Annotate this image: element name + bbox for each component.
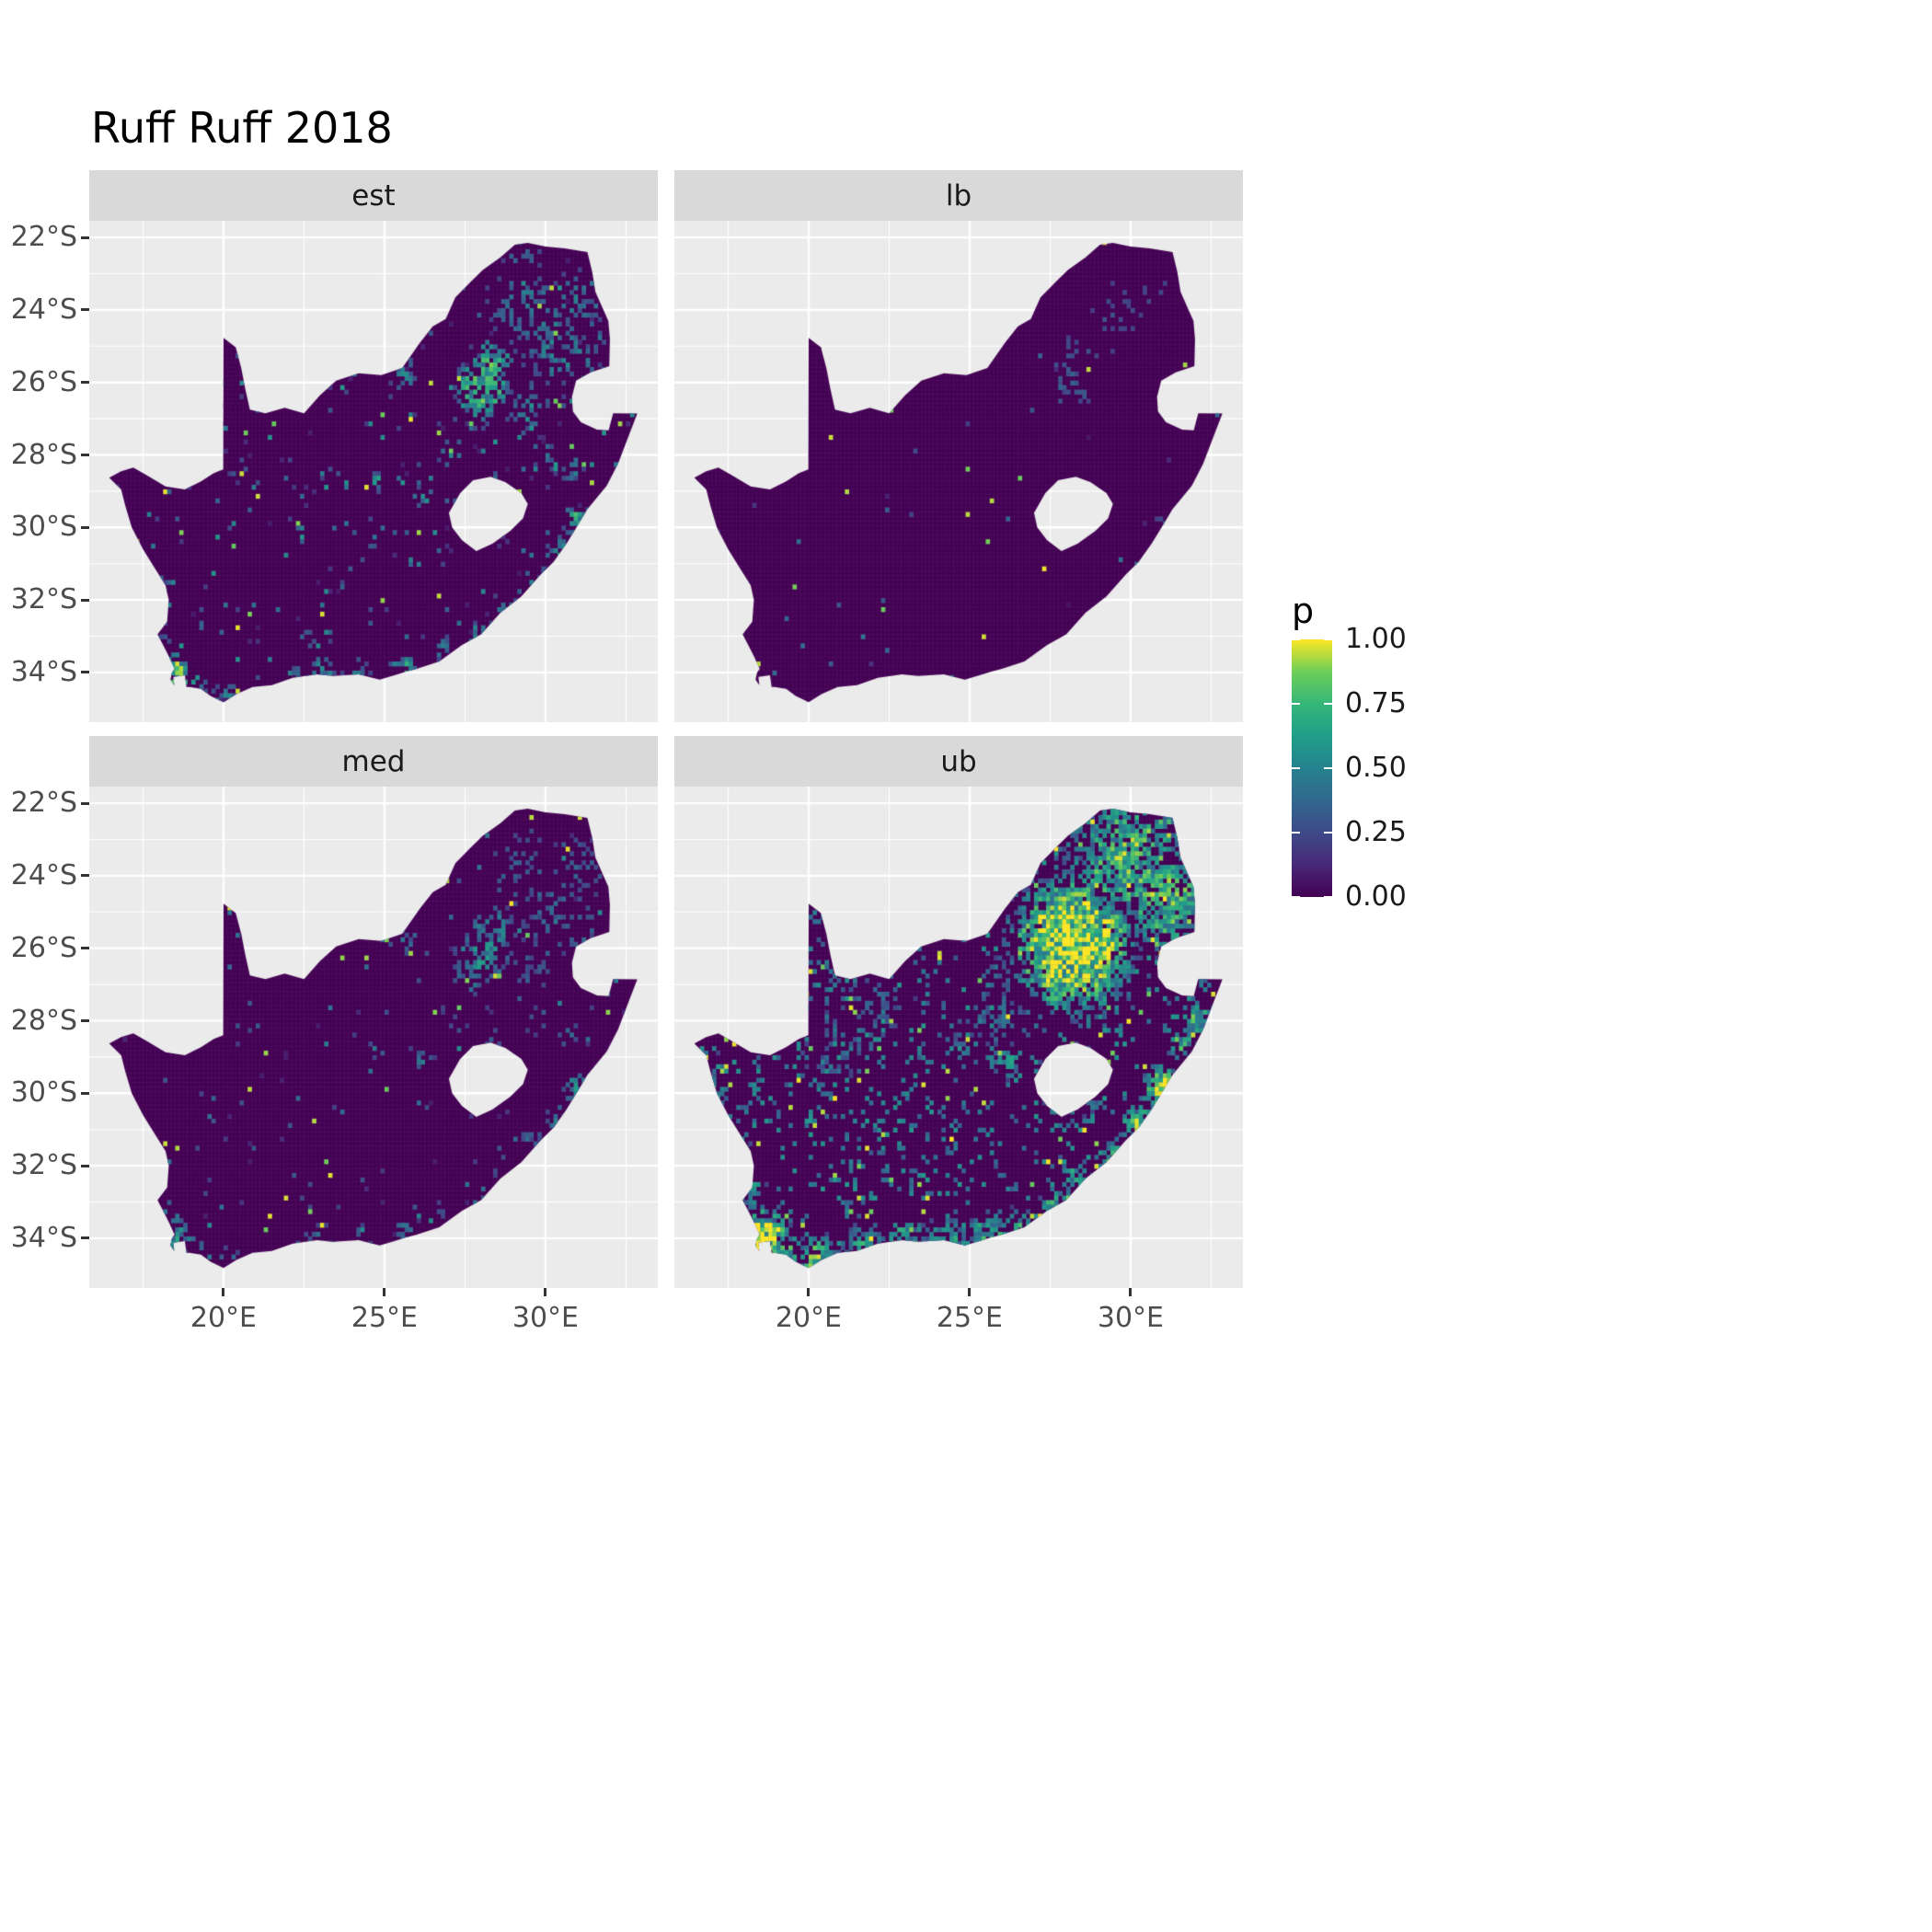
facet-strip-label: lb [945,178,972,213]
x-axis-tick-mark [222,1288,225,1296]
y-axis-tick-label: 32°S [10,583,77,616]
y-axis-tick-label: 30°S [10,1076,77,1110]
y-axis-tick-label: 34°S [10,1221,77,1254]
legend-tick-mark [1324,638,1332,640]
y-axis-tick-mark [81,308,89,312]
legend-tick-mark [1324,703,1332,705]
legend-tick-mark [1324,767,1332,769]
y-axis-tick-label: 28°S [10,1004,77,1037]
map-panel-ub [674,787,1243,1288]
legend-tick-mark [1292,896,1300,898]
y-axis-tick-label: 30°S [10,511,77,544]
y-axis-tick-label: 26°S [10,931,77,964]
legend-tick-label: 1.00 [1345,623,1407,655]
x-axis-tick-mark [544,1288,547,1296]
legend-tick-label: 0.25 [1345,816,1407,848]
facet-strip-med: med [89,736,658,787]
y-axis-tick-mark [81,1236,89,1240]
y-axis-tick-label: 22°S [10,787,77,820]
legend-tick-mark [1292,832,1300,834]
x-axis-tick-label: 25°E [936,1302,1003,1334]
x-axis-tick-label: 25°E [351,1302,418,1334]
y-axis-tick-label: 26°S [10,365,77,398]
y-axis-tick-label: 24°S [10,293,77,326]
facet-strip-label: med [341,744,406,778]
facet-strip-ub: ub [674,736,1243,787]
legend-tick-label: 0.00 [1345,880,1407,913]
legend-tick-label: 0.50 [1345,752,1407,784]
y-axis-tick-mark [81,1164,89,1167]
legend-tick-mark [1324,832,1332,834]
x-axis-tick-label: 20°E [190,1302,257,1334]
x-axis-tick-mark [968,1288,972,1296]
x-axis-tick-label: 30°E [1097,1302,1164,1334]
map-panel-lb [674,221,1243,722]
map-panel-med [89,787,658,1288]
y-axis-tick-label: 28°S [10,438,77,471]
y-axis-tick-mark [81,525,89,529]
x-axis-tick-label: 30°E [512,1302,579,1334]
y-axis-tick-mark [81,947,89,950]
y-axis-tick-mark [81,1019,89,1023]
y-axis-tick-label: 32°S [10,1149,77,1182]
legend-tick-label: 0.75 [1345,687,1407,719]
chart-title: Ruff Ruff 2018 [91,103,393,153]
legend-tick-mark [1292,638,1300,640]
y-axis-tick-mark [81,236,89,239]
facet-strip-lb: lb [674,170,1243,221]
facet-strip-label: est [351,178,396,213]
x-axis-tick-mark [383,1288,386,1296]
map-panel-est [89,221,658,722]
x-axis-tick-label: 20°E [775,1302,842,1334]
y-axis-tick-mark [81,874,89,878]
y-axis-tick-mark [81,454,89,457]
y-axis-tick-label: 22°S [10,221,77,254]
y-axis-tick-mark [81,1091,89,1095]
legend-title: p [1292,591,1315,631]
facet-strip-est: est [89,170,658,221]
legend-tick-mark [1292,767,1300,769]
y-axis-tick-label: 34°S [10,655,77,688]
y-axis-tick-mark [81,598,89,602]
y-axis-tick-mark [81,801,89,805]
legend-tick-mark [1292,703,1300,705]
y-axis-tick-label: 24°S [10,858,77,891]
y-axis-tick-mark [81,381,89,385]
x-axis-tick-mark [807,1288,811,1296]
y-axis-tick-mark [81,671,89,674]
legend-tick-mark [1324,896,1332,898]
x-axis-tick-mark [1129,1288,1133,1296]
facet-strip-label: ub [940,744,977,778]
